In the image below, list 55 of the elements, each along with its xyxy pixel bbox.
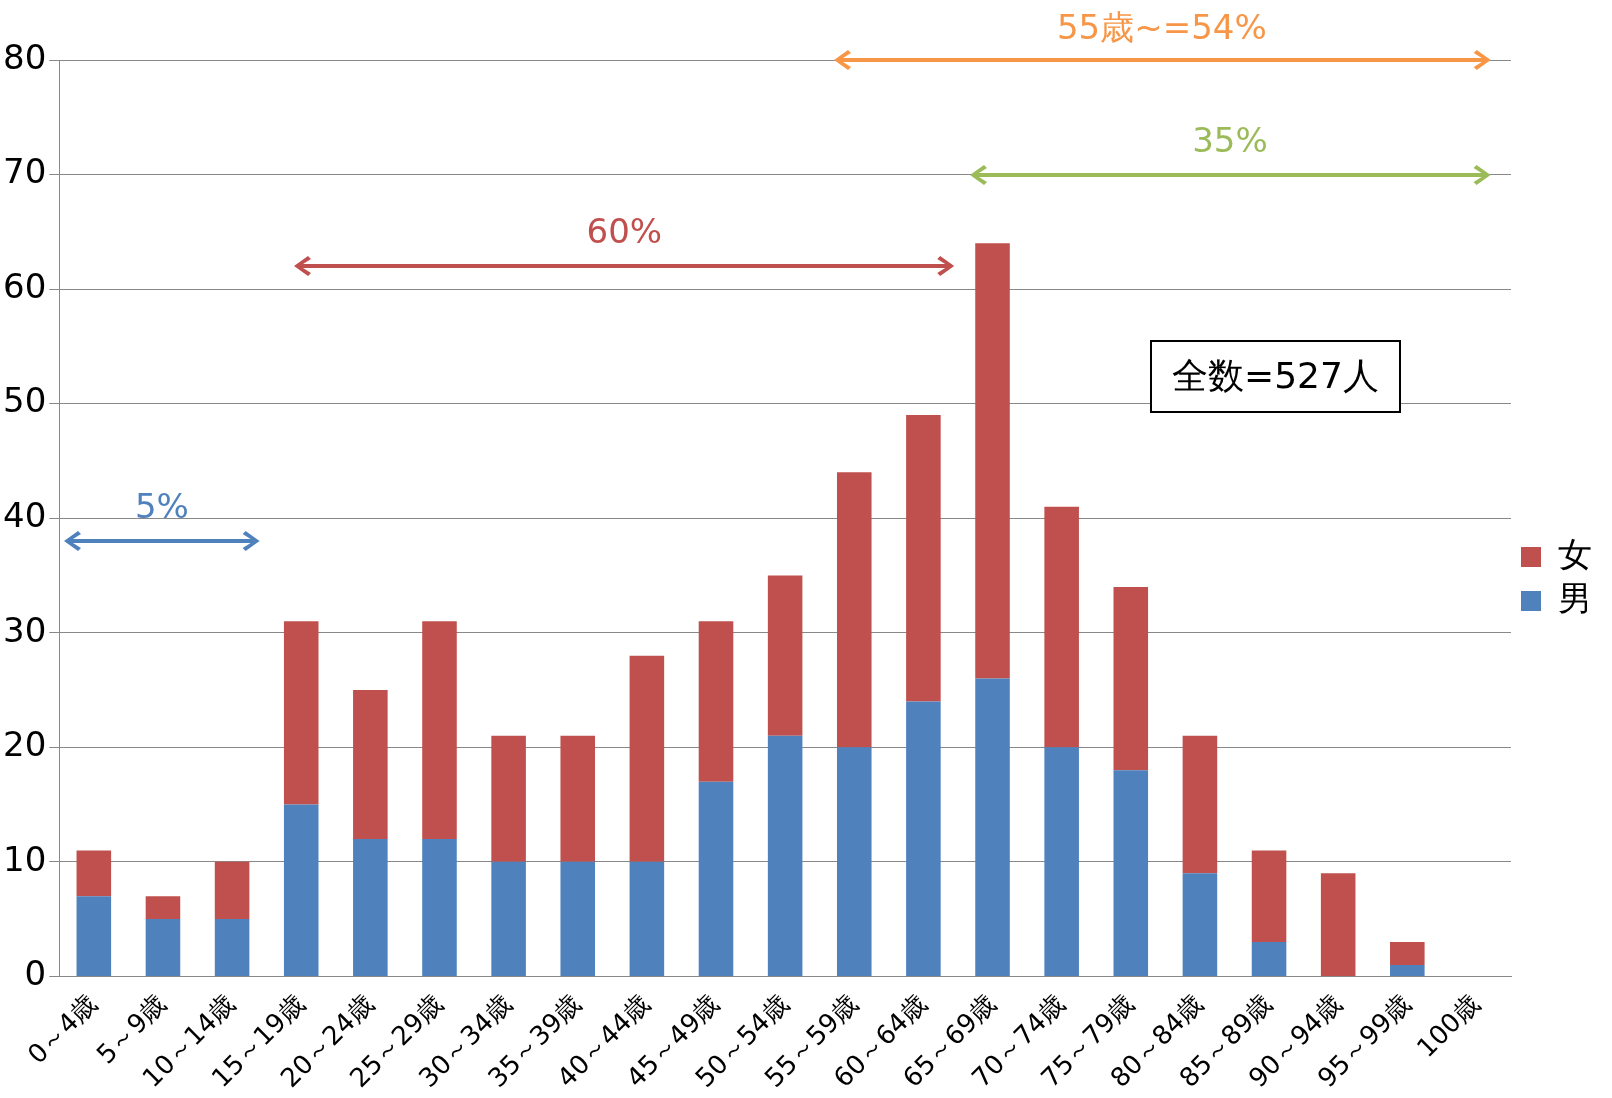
bar	[906, 415, 941, 702]
text: 55歳~=54%	[1055, 6, 1268, 49]
bar	[422, 838, 457, 976]
bar	[491, 861, 526, 976]
annotation: 全数=527人	[1150, 340, 1401, 413]
bar	[1320, 873, 1356, 976]
bar	[1251, 942, 1287, 976]
bar	[145, 919, 181, 976]
y-tick-label: 60	[3, 265, 47, 306]
bar	[767, 575, 803, 736]
bar	[214, 861, 250, 920]
bar	[145, 896, 181, 920]
bar	[283, 621, 319, 805]
bar	[629, 655, 665, 862]
bar	[560, 861, 596, 976]
bar	[560, 735, 596, 862]
bar	[353, 838, 388, 976]
bar	[1251, 850, 1287, 943]
bar	[214, 919, 250, 976]
bar	[836, 747, 872, 976]
legend-label: 女	[1558, 533, 1592, 574]
annotation: 60%	[585, 211, 664, 252]
bar	[975, 678, 1010, 976]
bar	[1390, 964, 1425, 976]
y-tick-label: 70	[3, 151, 47, 192]
annotation: 35%	[1191, 119, 1269, 160]
bar	[1390, 942, 1425, 965]
bar	[698, 621, 734, 782]
bar	[836, 472, 872, 748]
y-tick-label: 10	[3, 838, 47, 879]
y-tick-label: 80	[3, 36, 47, 77]
y-tick-label: 30	[3, 609, 47, 650]
bar	[906, 701, 941, 976]
bar	[975, 243, 1010, 679]
bar	[353, 690, 388, 839]
bar	[283, 804, 319, 976]
y-tick-label: 20	[3, 724, 47, 765]
bar	[1113, 586, 1149, 771]
y-tick-label: 40	[3, 495, 47, 536]
bar	[698, 781, 734, 976]
bar	[1182, 873, 1218, 976]
y-tick-label: 50	[3, 380, 47, 421]
bar	[629, 861, 665, 976]
bar	[76, 896, 112, 976]
annotation: 5%	[133, 486, 190, 527]
bar	[767, 735, 803, 976]
bar	[1044, 506, 1079, 748]
bar	[1113, 770, 1149, 976]
y-tick-label: 0	[24, 953, 47, 994]
bar	[1182, 735, 1218, 874]
legend-label: 男	[1558, 577, 1592, 618]
bar	[76, 850, 112, 897]
bar	[491, 735, 526, 862]
bar	[422, 621, 457, 839]
bar	[1044, 747, 1079, 976]
